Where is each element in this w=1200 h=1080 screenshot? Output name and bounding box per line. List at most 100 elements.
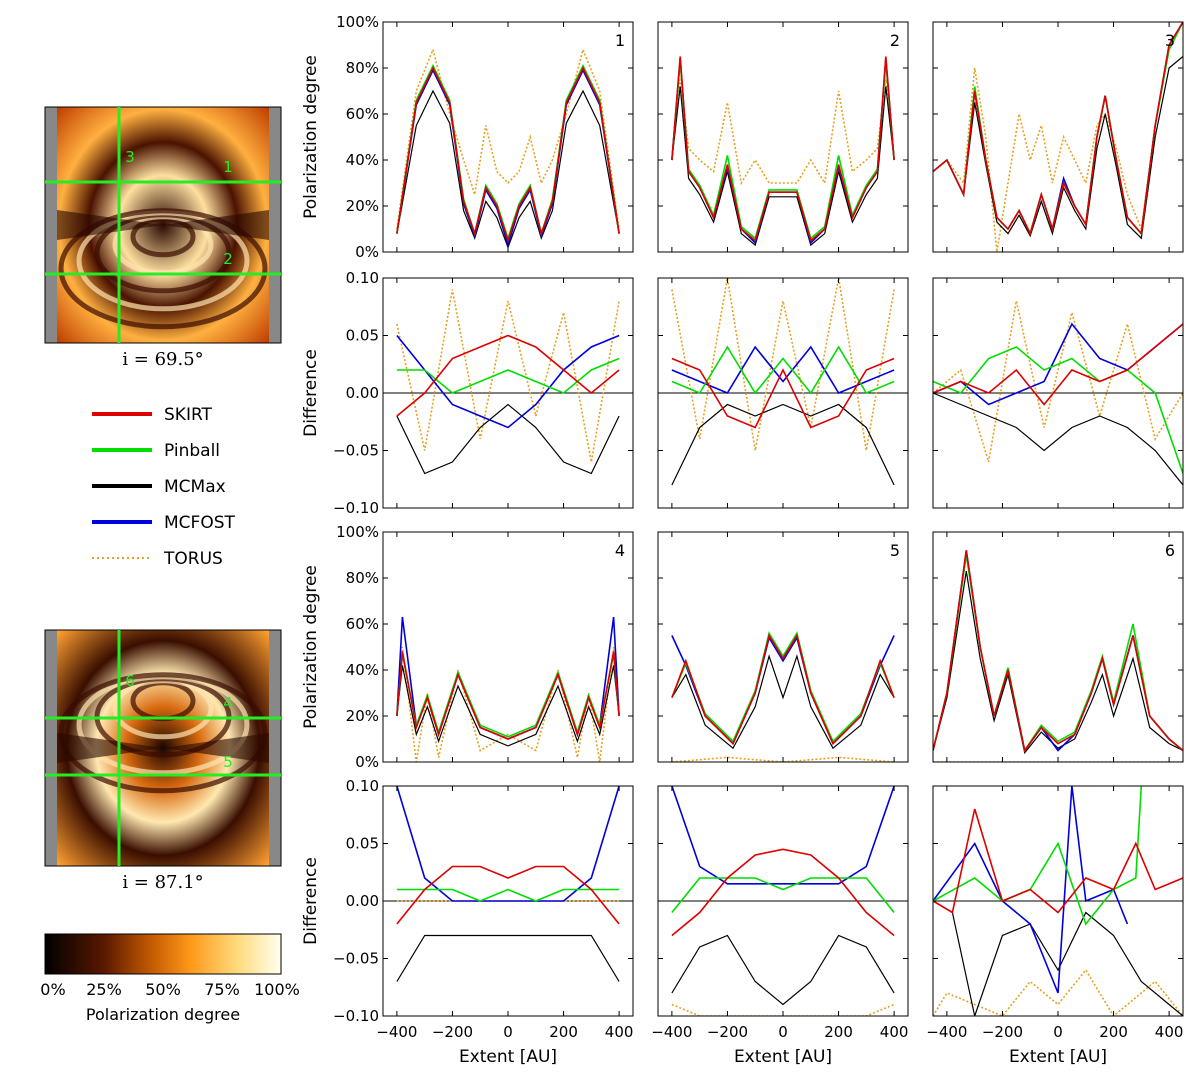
x-tick-label: −200: [707, 1023, 748, 1041]
series-torus-line: [933, 968, 1183, 1016]
cut-label: 3: [125, 148, 135, 166]
y-axis-title: Difference: [301, 857, 321, 945]
colorbar: 0% 25% 50% 75% 100% Polarization degree: [40, 933, 300, 1024]
series-pinball-line: [396, 888, 620, 902]
y-tick-label: 20%: [346, 197, 379, 215]
y-tick-label: 60%: [346, 105, 379, 123]
series-pinball-line: [396, 653, 620, 738]
series-skirt-line: [933, 22, 1183, 236]
y-tick-label: 0.10: [346, 269, 379, 287]
legend-label-mcmax: MCMax: [164, 477, 226, 497]
x-tick-label: 200: [1099, 1023, 1128, 1041]
x-axis-title: Extent [AU]: [459, 1047, 557, 1067]
x-tick-label: −400: [376, 1023, 417, 1041]
panel-6-pol: 6: [932, 531, 1184, 763]
panel-2-diff: [657, 277, 909, 509]
axes-frame: [657, 531, 909, 763]
series-mcmax-line: [396, 665, 620, 747]
y-tick-label: 0%: [355, 243, 379, 261]
series-pinball-line: [671, 877, 895, 914]
x-tick-label: −200: [432, 1023, 473, 1041]
series-skirt-line: [933, 323, 1183, 406]
x-tick-label: −200: [982, 1023, 1023, 1041]
y-tick-label: 80%: [346, 569, 379, 587]
series-mcmax-line: [396, 934, 620, 982]
map-frame: [44, 629, 282, 867]
x-tick-label: 400: [1155, 1023, 1184, 1041]
x-tick-label: −400: [926, 1023, 967, 1041]
series-mcmax-line: [933, 571, 1183, 755]
polarization-map-1: 3 1 2 i = 69.5°: [44, 106, 282, 370]
inclination-label: i = 87.1°: [122, 872, 203, 893]
y-tick-label: −0.10: [333, 499, 379, 517]
series-skirt-line: [933, 808, 1183, 914]
legend-label-torus: TORUS: [163, 549, 223, 569]
series-mcfost-line: [671, 635, 895, 745]
series-skirt-line: [396, 651, 620, 740]
series-skirt-line: [671, 56, 895, 242]
legend-label-pinball: Pinball: [164, 441, 220, 461]
axes-frame: [382, 531, 634, 763]
map-wedge: [57, 210, 163, 240]
series-mcmax-line: [671, 654, 895, 750]
series-mcfost-line: [933, 786, 1129, 994]
series-torus-line: [671, 1003, 895, 1016]
series-mcmax-line: [671, 86, 895, 247]
y-tick-label: 0.05: [346, 327, 379, 345]
panel-3-diff: [932, 277, 1184, 509]
map-ring: [58, 672, 268, 794]
series-skirt-line: [396, 334, 620, 417]
x-axis-title: Extent [AU]: [1009, 1047, 1107, 1067]
panel-number: 5: [890, 541, 900, 560]
panel-6-diff: −400 −200 0 200 400 Extent [AU]: [926, 785, 1184, 1067]
panel-number: 3: [1165, 31, 1175, 50]
series-skirt-line: [396, 66, 620, 244]
x-tick-label: 0: [778, 1023, 788, 1041]
panel-5-diff: −400 −200 0 200 400 Extent [AU]: [651, 785, 909, 1067]
inclination-label: i = 69.5°: [122, 349, 203, 370]
map-wedge: [163, 733, 269, 763]
cut-label: 2: [223, 250, 233, 268]
series-mcfost-line: [396, 786, 620, 902]
series-pinball-line: [933, 346, 1183, 474]
colorbar-tick-label: 75%: [204, 980, 240, 999]
series-mcmax-line: [396, 403, 620, 475]
y-tick-label: 60%: [346, 615, 379, 633]
y-tick-label: 0.00: [346, 892, 379, 910]
series-mcmax-line: [396, 89, 620, 250]
y-tick-label: −0.05: [333, 442, 379, 460]
series-pinball-line: [396, 63, 620, 241]
series-mcfost-line: [671, 58, 895, 245]
y-tick-label: 0.10: [346, 777, 379, 795]
axes-frame: [932, 531, 1184, 763]
series-skirt-line: [671, 848, 895, 937]
series-torus-line: [933, 22, 1183, 252]
panel-4-pol: 0% 20% 40% 60% 80% 100% Polarization degree 4: [301, 523, 634, 771]
series-skirt-line: [396, 865, 620, 925]
panel-number: 1: [615, 31, 625, 50]
axes-frame: [382, 21, 634, 253]
colorbar-tick-label: 25%: [86, 980, 122, 999]
colorbar-gradient: [44, 933, 282, 975]
series-mcfost-line: [396, 616, 620, 740]
series-mcfost-line: [396, 334, 620, 429]
map-wedge: [57, 733, 163, 763]
series-pinball-line: [933, 786, 1143, 926]
colorbar-title: Polarization degree: [86, 1005, 240, 1024]
series-pinball-line: [396, 357, 620, 394]
axes-frame: [657, 21, 909, 253]
panel-1-pol: 0% 20% 40% 60% 80% 100% Polarization degree 1: [301, 13, 634, 261]
cut-label: 5: [223, 753, 233, 771]
series-skirt-line: [671, 357, 895, 429]
colorbar-tick-label: 0%: [40, 980, 65, 999]
series-mcmax-line: [933, 56, 1183, 240]
series-pinball-line: [671, 345, 895, 395]
y-tick-label: 100%: [336, 523, 379, 541]
panel-5-pol: 5: [657, 531, 909, 763]
series-mcmax-line: [671, 934, 895, 1006]
panel-number: 4: [615, 541, 625, 560]
y-tick-label: 80%: [346, 59, 379, 77]
y-tick-label: −0.05: [333, 950, 379, 968]
x-tick-label: 400: [605, 1023, 634, 1041]
